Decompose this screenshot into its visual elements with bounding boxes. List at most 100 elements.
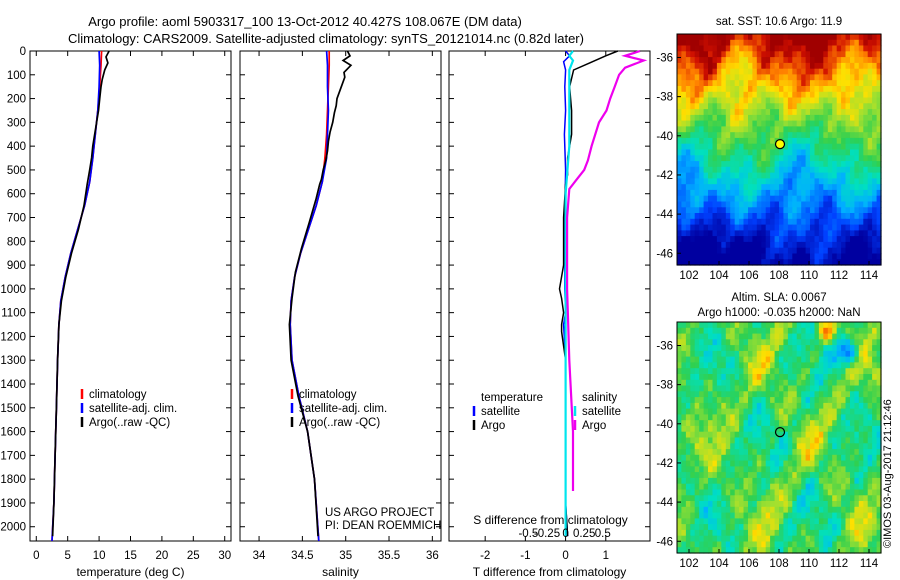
heatmap-cell — [690, 431, 696, 439]
heatmap-cell — [721, 126, 727, 133]
heatmap-cell — [867, 327, 873, 335]
heatmap-cell — [677, 449, 682, 456]
heatmap-cell — [845, 189, 851, 197]
heatmap-cell — [876, 414, 882, 421]
heatmap-cell — [872, 195, 878, 203]
heatmap-cell — [867, 547, 873, 554]
heatmap-cell — [708, 512, 713, 519]
heatmap-cell — [779, 103, 784, 110]
heatmap-cell — [872, 114, 878, 122]
heatmap-cell — [858, 241, 864, 249]
heatmap-cell — [703, 333, 709, 340]
heatmap-cell — [685, 34, 691, 41]
y-tick-label: -36 — [656, 52, 673, 64]
heatmap-cell — [681, 518, 687, 525]
heatmap-cell — [805, 518, 811, 525]
heatmap-cell — [810, 518, 815, 525]
heatmap-cell — [708, 460, 713, 467]
heatmap-cell — [801, 74, 807, 81]
heatmap-cell — [832, 356, 838, 363]
heatmap-cell — [756, 68, 762, 76]
heatmap-cell — [685, 201, 691, 208]
heatmap-cell — [854, 126, 860, 133]
heatmap-cell — [818, 477, 824, 485]
heatmap-cell — [681, 374, 687, 381]
project-note-line1: US ARGO PROJECT — [325, 507, 434, 519]
heatmap-cell — [699, 103, 705, 110]
heatmap-cell — [779, 460, 784, 467]
heatmap-cell — [867, 374, 873, 381]
heatmap-cell — [752, 529, 758, 537]
heatmap-cell — [818, 368, 824, 375]
heatmap-cell — [858, 535, 864, 543]
heatmap-cell — [814, 259, 820, 266]
heatmap-cell — [770, 414, 776, 421]
heatmap-cell — [703, 518, 709, 525]
heatmap-cell — [761, 391, 767, 398]
heatmap-cell — [761, 443, 767, 450]
heatmap-cell — [734, 172, 740, 179]
heatmap-cell — [716, 374, 722, 381]
heatmap-cell — [756, 547, 762, 554]
heatmap-cell — [677, 339, 682, 346]
heatmap-cell — [787, 379, 793, 387]
heatmap-cell — [783, 518, 789, 525]
heatmap-cell — [681, 103, 687, 110]
heatmap-cell — [694, 39, 700, 47]
heatmap-cell — [743, 230, 749, 237]
heatmap-cell — [716, 327, 722, 335]
heatmap-cell — [730, 431, 736, 439]
heatmap-cell — [761, 224, 767, 231]
heatmap-cell — [845, 368, 851, 375]
heatmap-cell — [827, 379, 833, 387]
heatmap-cell — [863, 97, 869, 104]
heatmap-cell — [863, 86, 869, 93]
heatmap-cell — [805, 501, 811, 508]
heatmap-cell — [779, 489, 784, 496]
heatmap-cell — [783, 253, 789, 260]
heatmap-cell — [854, 541, 860, 548]
heatmap-cell — [677, 350, 682, 358]
heatmap-cell — [694, 132, 700, 139]
heatmap-cell — [721, 339, 727, 346]
heatmap-cell — [677, 103, 682, 110]
heatmap-cell — [712, 322, 718, 329]
heatmap-cell — [867, 195, 873, 203]
heatmap-cell — [748, 547, 753, 554]
heatmap-cell — [708, 259, 713, 266]
heatmap-cell — [796, 109, 802, 116]
heatmap-cell — [677, 201, 682, 208]
heatmap-cell — [712, 120, 718, 127]
heatmap-cell — [774, 253, 780, 260]
heatmap-cell — [818, 241, 824, 249]
heatmap-cell — [725, 45, 731, 52]
heatmap-cell — [867, 489, 873, 496]
heatmap-cell — [792, 437, 798, 444]
heatmap-cell — [850, 184, 855, 191]
heatmap-cell — [814, 51, 820, 58]
heatmap-cell — [761, 420, 767, 427]
heatmap-cell — [872, 333, 878, 340]
heatmap-cell — [836, 483, 842, 491]
heatmap-cell — [796, 385, 802, 392]
heatmap-cell — [739, 495, 745, 502]
heatmap-cell — [841, 506, 847, 514]
heatmap-cell — [787, 362, 793, 369]
heatmap-cell — [854, 195, 860, 203]
heatmap-cell — [823, 518, 829, 525]
heatmap-cell — [836, 224, 842, 231]
heatmap-cell — [716, 218, 722, 226]
heatmap-cell — [792, 397, 798, 404]
heatmap-cell — [867, 103, 873, 110]
heatmap-cell — [734, 109, 740, 116]
heatmap-cell — [690, 236, 696, 243]
heatmap-cell — [805, 431, 811, 439]
heatmap-cell — [708, 374, 713, 381]
heatmap-cell — [858, 97, 864, 104]
heatmap-cell — [814, 541, 820, 548]
heatmap-cell — [872, 501, 878, 508]
heatmap-cell — [690, 391, 696, 398]
heatmap-cell — [779, 477, 784, 485]
heatmap-cell — [801, 345, 807, 352]
heatmap-cell — [774, 207, 780, 214]
